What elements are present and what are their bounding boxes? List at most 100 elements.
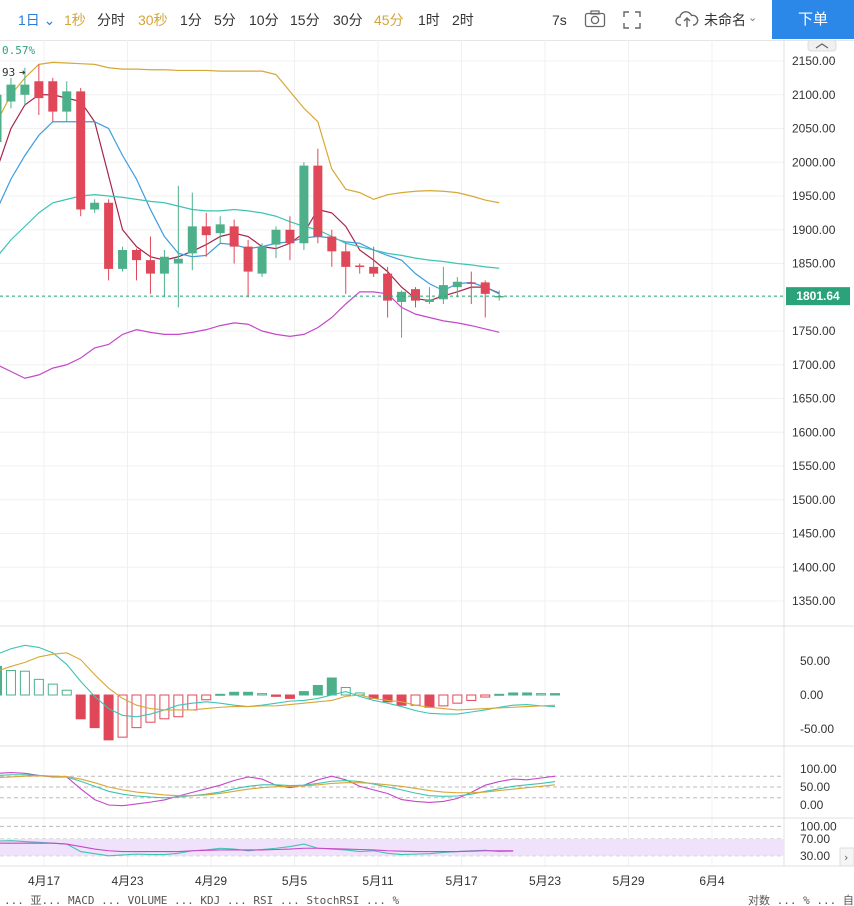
macd-bar [201, 694, 212, 701]
macd-bar [410, 694, 421, 706]
scale-mode-label: 对数 ... % ... 自动 [748, 893, 854, 906]
macd-tick-label: 0.00 [800, 688, 824, 702]
macd-tick-label: -50.00 [800, 722, 834, 736]
x-tick-label: 5月29 [612, 874, 644, 888]
y-tick-label: 1450.00 [792, 527, 836, 541]
kdj-tick-label: 50.00 [800, 780, 830, 794]
rsi-tick-label: 30.00 [800, 849, 830, 863]
arrow-right-icon: ➔ [19, 66, 26, 79]
candle-body [424, 299, 434, 302]
macd-tick-label: 50.00 [800, 654, 830, 668]
candle-body [6, 84, 16, 102]
boll-upper-line [0, 61, 500, 204]
interval-4[interactable]: 1分 [180, 12, 202, 28]
macd-bar [103, 694, 114, 741]
countdown-label: 7s [552, 12, 567, 28]
candle-body [62, 91, 72, 112]
candle-body [243, 246, 253, 272]
macd-bar [508, 692, 519, 696]
y-tick-label: 1950.00 [792, 189, 836, 203]
y-tick-label: 2050.00 [792, 122, 836, 136]
y-tick-label: 1500.00 [792, 493, 836, 507]
candle-body [104, 202, 114, 269]
candle-body [159, 256, 169, 274]
kdj-line [0, 772, 556, 807]
rsi-line [0, 842, 514, 853]
candle-body [173, 258, 183, 264]
candle-body [383, 273, 393, 301]
last-price-tag [786, 287, 850, 306]
x-tick-label: 4月23 [111, 874, 143, 888]
order-button[interactable]: 下单 [772, 0, 854, 39]
interval-3[interactable]: 30秒 [138, 12, 168, 28]
candle-body [397, 291, 407, 302]
macd-bar [47, 683, 58, 696]
y-tick-label: 1350.00 [792, 594, 836, 608]
interval-11[interactable]: 2时 [452, 12, 474, 28]
interval-8[interactable]: 30分 [333, 12, 363, 28]
price-chart[interactable]: 4月17 4月23 4月29 5月5 5月11 5月17 5月23 5月29 6月4 2150.0… [0, 40, 854, 906]
candle-body [341, 251, 351, 267]
kdj-tick-label: 100.00 [800, 762, 837, 776]
candle-body [355, 265, 365, 268]
candle-body [257, 246, 267, 274]
candle-body [313, 165, 323, 237]
y-tick-label: 2150.00 [792, 54, 836, 68]
y-tick-label: 2100.00 [792, 88, 836, 102]
macd-bar [326, 677, 337, 696]
interval-2[interactable]: 分时 [97, 12, 125, 28]
interval-7[interactable]: 15分 [290, 12, 320, 28]
last-price-label: 1801.64 [796, 289, 840, 303]
kdj-line [0, 774, 556, 799]
candle-body [438, 285, 448, 300]
interval-5[interactable]: 5分 [214, 12, 236, 28]
macd-bar [396, 694, 407, 706]
macd-pane [0, 644, 560, 741]
kdj-tick-label: 0.00 [800, 798, 824, 812]
interval-1[interactable]: 1秒 [64, 12, 86, 28]
candle-body [480, 282, 490, 294]
x-tick-label: 5月23 [529, 874, 561, 888]
candle-body [271, 229, 281, 245]
candle-body [20, 84, 30, 95]
y-tick-label: 2000.00 [792, 155, 836, 169]
rsi-band [0, 839, 784, 856]
candle-body [369, 266, 379, 274]
layout-name[interactable]: 未命名 [704, 12, 746, 28]
grid-lines [0, 40, 854, 867]
macd-bar [550, 693, 560, 696]
macd-bar [257, 693, 268, 696]
candle-body [48, 81, 58, 112]
toolbar: 1日 ⌄ 1秒 分时 30秒 1分 5分 10分 15分 30分 45分 1时 2时 7s 未命名 ⌄… [0, 0, 854, 41]
macd-bar [424, 694, 435, 708]
macd-bar [159, 694, 170, 720]
interval-10[interactable]: 1时 [418, 12, 440, 28]
interval-6[interactable]: 10分 [249, 12, 279, 28]
macd-bar [438, 694, 449, 707]
rsi-band-fill [0, 839, 784, 856]
interval-0[interactable]: 1日 ⌄ [18, 12, 56, 28]
rsi-tick-label: 70.00 [800, 832, 830, 846]
x-tick-label: 5月11 [362, 874, 393, 888]
y-tick-label: 1600.00 [792, 425, 836, 439]
macd-bar [284, 694, 295, 699]
kdj-line [0, 775, 556, 797]
y-tick-label: 1750.00 [792, 324, 836, 338]
macd-bar [215, 693, 226, 696]
chevron-right-icon[interactable]: › [839, 847, 854, 867]
candle-body [145, 260, 155, 274]
cloud-upload-icon[interactable] [675, 9, 699, 33]
macd-bar [33, 678, 44, 696]
scroll-up-icon[interactable] [807, 40, 837, 52]
interval-9[interactable]: 45分 [374, 12, 404, 28]
chevron-down-icon[interactable]: ⌄ [748, 12, 758, 24]
candle-body [187, 226, 197, 254]
macd-bar [19, 670, 30, 696]
candle-body [201, 226, 211, 236]
fullscreen-icon[interactable] [622, 10, 642, 34]
x-tick-label: 4月17 [28, 874, 60, 888]
x-tick-label: 5月5 [282, 874, 308, 888]
candle-body [285, 229, 295, 244]
camera-icon[interactable] [584, 9, 606, 33]
x-tick-label: 4月29 [195, 874, 227, 888]
